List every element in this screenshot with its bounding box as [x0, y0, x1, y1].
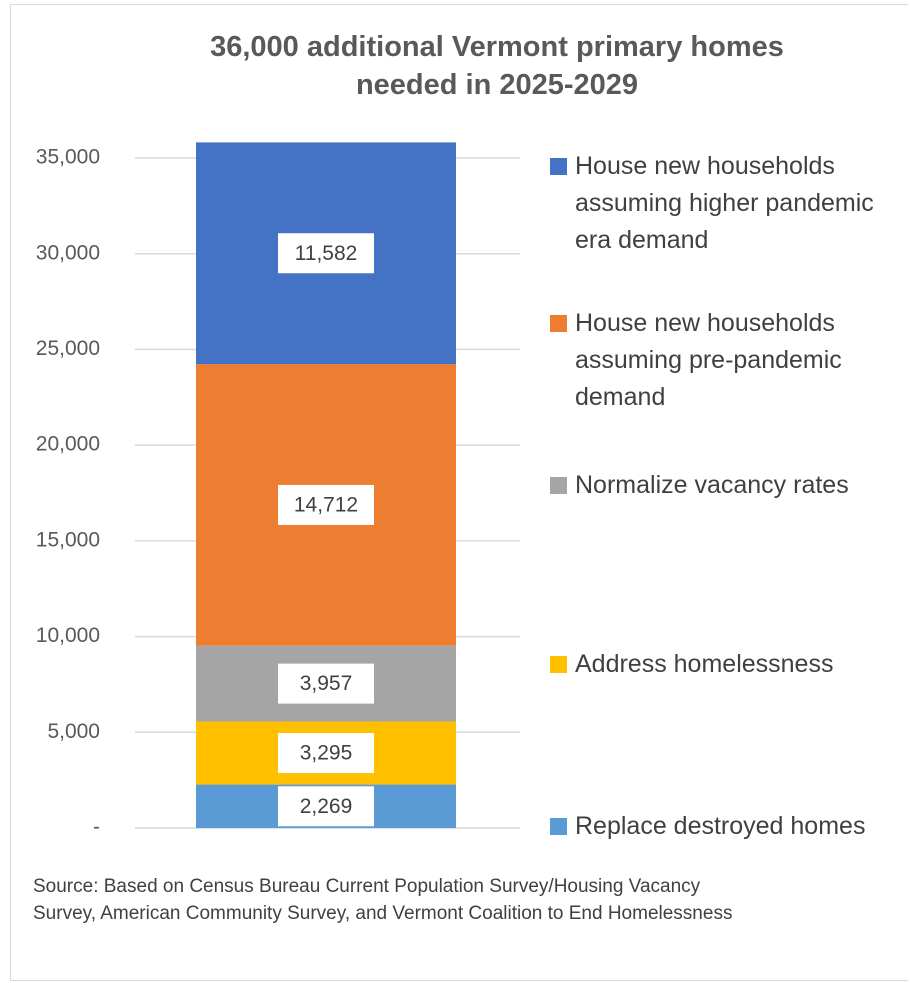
legend-label: Replace destroyed homes [575, 812, 866, 840]
legend-item: Replace destroyed homes [550, 808, 905, 845]
y-tick-label: 30,000 [36, 241, 100, 264]
y-tick-label: 25,000 [36, 337, 100, 360]
chart-title: 36,000 additional Vermont primary homes … [210, 31, 784, 101]
data-label-box [278, 233, 374, 274]
legend-item: House new households assuming higher pan… [550, 148, 905, 259]
legend-swatch [550, 477, 567, 494]
legend-label: House new households assuming higher pan… [575, 152, 874, 254]
data-label-box [278, 663, 374, 704]
y-tick-label: 20,000 [36, 433, 100, 456]
legend-item: House new households assuming pre-pandem… [550, 305, 905, 416]
source-note: Source: Based on Census Bureau Current P… [33, 876, 733, 924]
legend-item: Address homelessness [550, 646, 905, 683]
legend-label: Normalize vacancy rates [575, 471, 849, 499]
legend-swatch [550, 315, 567, 332]
frame [10, 4, 908, 981]
legend-swatch [550, 818, 567, 835]
data-label: 2,269 [300, 795, 353, 818]
legend-item: Normalize vacancy rates [550, 467, 905, 504]
data-label: 14,712 [294, 493, 358, 516]
legend-label: Address homelessness [575, 650, 834, 678]
data-label-box [278, 484, 374, 525]
legend-swatch [550, 656, 567, 673]
y-tick-label: 35,000 [36, 146, 100, 169]
data-label: 11,582 [295, 242, 358, 265]
data-label-box [278, 733, 374, 774]
legend-swatch [550, 158, 567, 175]
data-label-box [278, 786, 374, 827]
data-label: 3,295 [300, 742, 353, 765]
legend-label: House new households assuming pre-pandem… [575, 309, 842, 411]
y-tick-label: 10,000 [36, 624, 100, 647]
data-label: 3,957 [300, 672, 353, 695]
y-tick-label: 5,000 [47, 720, 100, 743]
y-tick-label: 15,000 [36, 528, 100, 551]
y-tick-label: - [93, 816, 100, 839]
